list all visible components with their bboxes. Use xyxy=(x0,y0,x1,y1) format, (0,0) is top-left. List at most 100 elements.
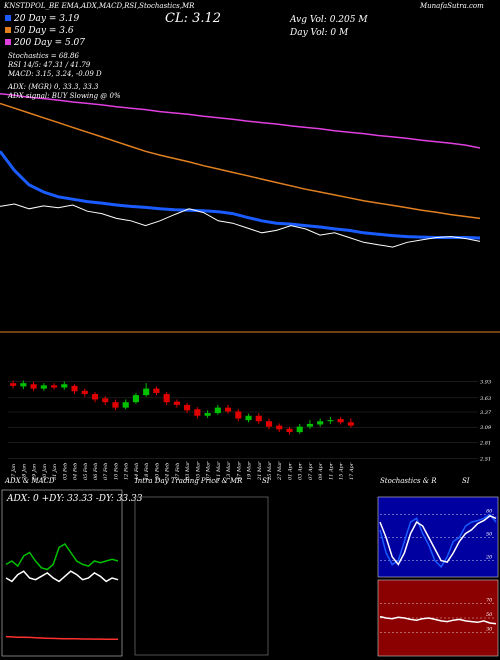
annotation: RSI 14/5: 47.31 / 41.79 xyxy=(7,61,91,69)
candle-body xyxy=(122,402,129,408)
candle-body xyxy=(306,423,314,427)
legend-label: 20 Day = 3.19 xyxy=(13,14,80,24)
candle-body xyxy=(30,384,37,389)
x-tick-label: 27 Feb xyxy=(175,463,181,481)
y-tick-label: 3.37 xyxy=(480,410,492,416)
candle-body xyxy=(71,385,78,392)
x-tick-label: 29 Jan xyxy=(32,464,38,481)
x-tick-label: 21 Mar xyxy=(257,461,263,481)
series-line xyxy=(379,615,497,625)
legend-swatch xyxy=(5,27,11,33)
y-tick-label: 50 xyxy=(486,612,493,618)
close-label: CL: 3.12 xyxy=(165,11,221,26)
annotation: ADX: (MGR) 0, 33.3, 33.3 xyxy=(7,83,99,91)
y-tick-label: 2.81 xyxy=(479,440,491,446)
legend-label: 50 Day = 3.6 xyxy=(14,26,74,36)
candle-body xyxy=(296,426,303,433)
series-line xyxy=(379,515,497,566)
candle-body xyxy=(276,425,283,430)
panel-frame xyxy=(377,496,499,578)
y-tick-label: 30 xyxy=(486,626,493,632)
series-line xyxy=(0,93,481,149)
candle-body xyxy=(194,409,201,416)
x-tick-label: 13 Mar xyxy=(226,461,232,480)
y-tick-label: 2.51 xyxy=(479,457,491,463)
candle-body xyxy=(214,407,221,414)
x-tick-label: 04 Feb xyxy=(73,463,79,480)
panel-title: Stochastics & R xyxy=(380,477,437,485)
avg-volume: Avg Vol: 0.205 M xyxy=(289,15,368,25)
x-tick-label: 17 Apr xyxy=(349,462,355,480)
y-tick-label: 50 xyxy=(486,532,493,538)
x-tick-label: 15 Apr xyxy=(339,462,345,480)
candle-body xyxy=(61,384,68,388)
series-line xyxy=(5,635,118,641)
chart-title: KNSTDPOL_BE EMA,ADX,MACD,RSI,Stochastics… xyxy=(3,2,195,10)
candle-body xyxy=(286,428,293,433)
panel-subtitle: SI xyxy=(262,477,270,485)
annotation: Stochastics = 68.86 xyxy=(8,52,79,60)
series-line xyxy=(379,513,497,569)
x-tick-label: 03 Mar xyxy=(185,461,191,480)
x-tick-label: 11 Mar xyxy=(216,461,222,480)
x-tick-label: 03 Apr xyxy=(298,462,304,480)
y-tick-label: 3.93 xyxy=(480,380,491,386)
x-tick-label: 10 Feb xyxy=(113,463,119,480)
day-volume: Day Vol: 0 M xyxy=(289,28,349,38)
y-tick-label: 3.63 xyxy=(480,396,491,402)
candle-body xyxy=(317,421,324,425)
x-tick-label: 11 Apr xyxy=(328,462,334,480)
x-tick-label: 25 Mar xyxy=(267,461,273,481)
y-tick-label: 80 xyxy=(486,508,493,514)
y-tick-label: 20 xyxy=(485,555,493,561)
x-tick-label: 07 Feb xyxy=(103,463,109,480)
legend-swatch xyxy=(5,39,11,45)
x-tick-label: 03 Feb xyxy=(62,463,68,480)
candle-body xyxy=(163,394,170,403)
x-tick-label: 18 Feb xyxy=(144,463,150,480)
candle-body xyxy=(255,415,262,422)
x-tick-label: 27 Mar xyxy=(277,461,283,481)
x-tick-label: 28 Jan xyxy=(21,464,27,481)
panel-title: Intra Day Trading Price & MR xyxy=(134,477,243,485)
candle-body xyxy=(91,394,99,400)
x-tick-label: 20 Feb xyxy=(154,463,160,481)
candle-body xyxy=(235,411,242,419)
x-tick-label: 05 Feb xyxy=(83,463,89,480)
x-tick-label: 07 Apr xyxy=(308,462,314,480)
x-tick-label: 19 Mar xyxy=(247,461,253,480)
x-tick-label: 24 Feb xyxy=(165,463,171,481)
panel-annotation: ADX: 0 +DY: 33.33 -DY: 33.33 xyxy=(6,494,143,504)
x-tick-label: 01 Apr xyxy=(287,462,293,480)
candle-body xyxy=(337,419,344,423)
candle-body xyxy=(224,407,232,412)
x-tick-label: 09 Apr xyxy=(318,462,324,480)
candle-body xyxy=(40,385,47,389)
candle-body xyxy=(347,422,354,426)
y-tick-label: 70 xyxy=(486,598,493,604)
candle-body xyxy=(265,421,273,427)
legend-label: 200 Day = 5.07 xyxy=(13,38,85,48)
x-tick-label: 06 Feb xyxy=(93,463,99,480)
x-tick-label: 05 Mar xyxy=(195,461,201,480)
price-line xyxy=(0,203,481,248)
candle-body xyxy=(20,383,27,387)
y-tick-label: 3.09 xyxy=(480,425,492,431)
x-tick-label: 31 Jan xyxy=(52,464,58,480)
panel-frame xyxy=(134,496,269,656)
candle-body xyxy=(184,404,191,411)
panel-frame xyxy=(1,489,123,657)
candle-body xyxy=(245,415,252,421)
candle-body xyxy=(112,402,119,408)
candle-body xyxy=(173,401,180,405)
x-tick-label: 30 Jan xyxy=(42,464,48,480)
x-tick-label: 14 Feb xyxy=(134,463,140,480)
series-line xyxy=(0,150,481,240)
series-line xyxy=(5,570,119,583)
x-tick-label: 17 Mar xyxy=(236,461,242,480)
panel-title: ADX & MACD xyxy=(4,477,55,485)
series-line xyxy=(0,102,481,220)
annotation: MACD: 3.15, 3.24, -0.09 D xyxy=(7,70,102,78)
candle-body xyxy=(102,398,109,403)
